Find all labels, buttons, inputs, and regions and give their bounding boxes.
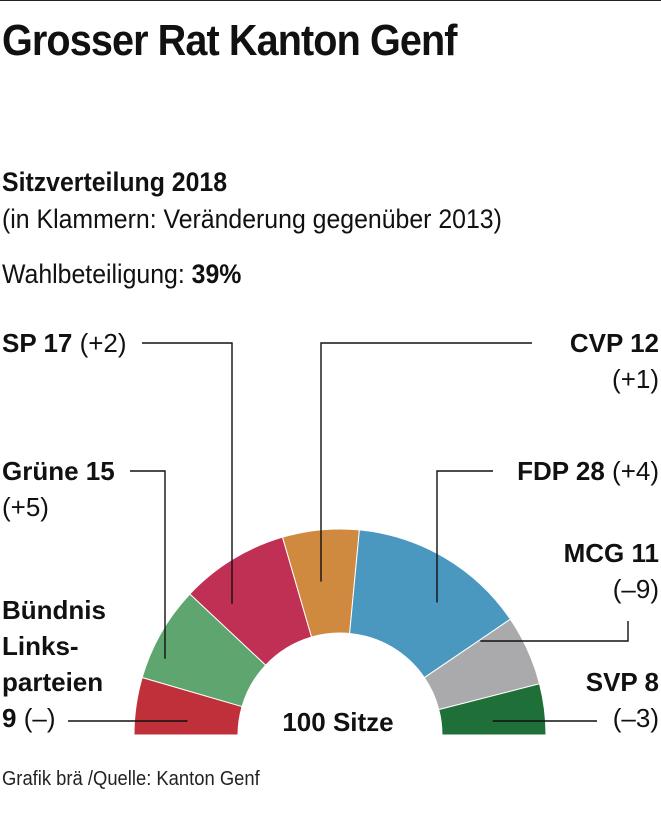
chart-subtitle: Sitzverteilung 2018 bbox=[2, 167, 228, 197]
label-gruene-change: (+5) bbox=[2, 492, 49, 522]
label-gruene-name: Grüne 15 bbox=[2, 456, 115, 486]
label-buendnis-line1: Bündnis bbox=[2, 595, 106, 625]
chart-note: (in Klammern: Veränderung gegenüber 2013… bbox=[2, 204, 502, 234]
label-buendnis-change: (–) bbox=[23, 703, 56, 733]
turnout-label: Wahlbeteiligung: bbox=[2, 259, 185, 289]
leader-gr bbox=[130, 470, 166, 659]
label-cvp-change: (+1) bbox=[612, 364, 659, 394]
label-fdp-name: FDP 28 bbox=[517, 456, 605, 486]
label-buendnis-line2: Links- bbox=[2, 631, 79, 661]
label-buendnis: Bündnis Links- parteien 9 (–) bbox=[2, 592, 106, 736]
label-fdp: FDP 28 (+4) bbox=[517, 453, 659, 489]
leader-sp bbox=[142, 342, 233, 604]
label-sp-change: (+2) bbox=[79, 328, 127, 358]
leader-mcg bbox=[480, 621, 629, 642]
label-mcg-change: (–9) bbox=[612, 574, 659, 604]
label-buendnis-seats: 9 bbox=[2, 703, 17, 733]
leader-fdp bbox=[436, 470, 493, 603]
label-svp: SVP 8 (–3) bbox=[586, 664, 659, 736]
slice-fdp bbox=[349, 529, 512, 679]
turnout: Wahlbeteiligung: 39% bbox=[2, 259, 241, 290]
label-svp-name: SVP 8 bbox=[585, 667, 659, 697]
label-sp-name: SP 17 bbox=[2, 328, 73, 358]
top-rule bbox=[0, 0, 661, 1]
chart-title: Grosser Rat Kanton Genf bbox=[2, 16, 457, 65]
label-sp: SP 17 (+2) bbox=[2, 325, 127, 361]
label-gruene: Grüne 15 (+5) bbox=[2, 453, 115, 525]
center-label: 100 Sitze bbox=[282, 707, 393, 737]
label-mcg-name: MCG 11 bbox=[563, 538, 659, 568]
label-fdp-change: (+4) bbox=[612, 456, 659, 486]
footer-source: Grafik brä /Quelle: Kanton Genf bbox=[2, 768, 260, 790]
label-buendnis-line3: parteien bbox=[2, 667, 104, 697]
label-cvp: CVP 12 (+1) bbox=[570, 325, 659, 397]
label-svp-change: (–3) bbox=[612, 703, 659, 733]
turnout-value: 39% bbox=[191, 259, 242, 289]
leader-cvp bbox=[320, 342, 532, 582]
label-cvp-name: CVP 12 bbox=[569, 328, 659, 358]
slice-svp bbox=[438, 683, 547, 736]
label-mcg: MCG 11 (–9) bbox=[564, 535, 659, 607]
